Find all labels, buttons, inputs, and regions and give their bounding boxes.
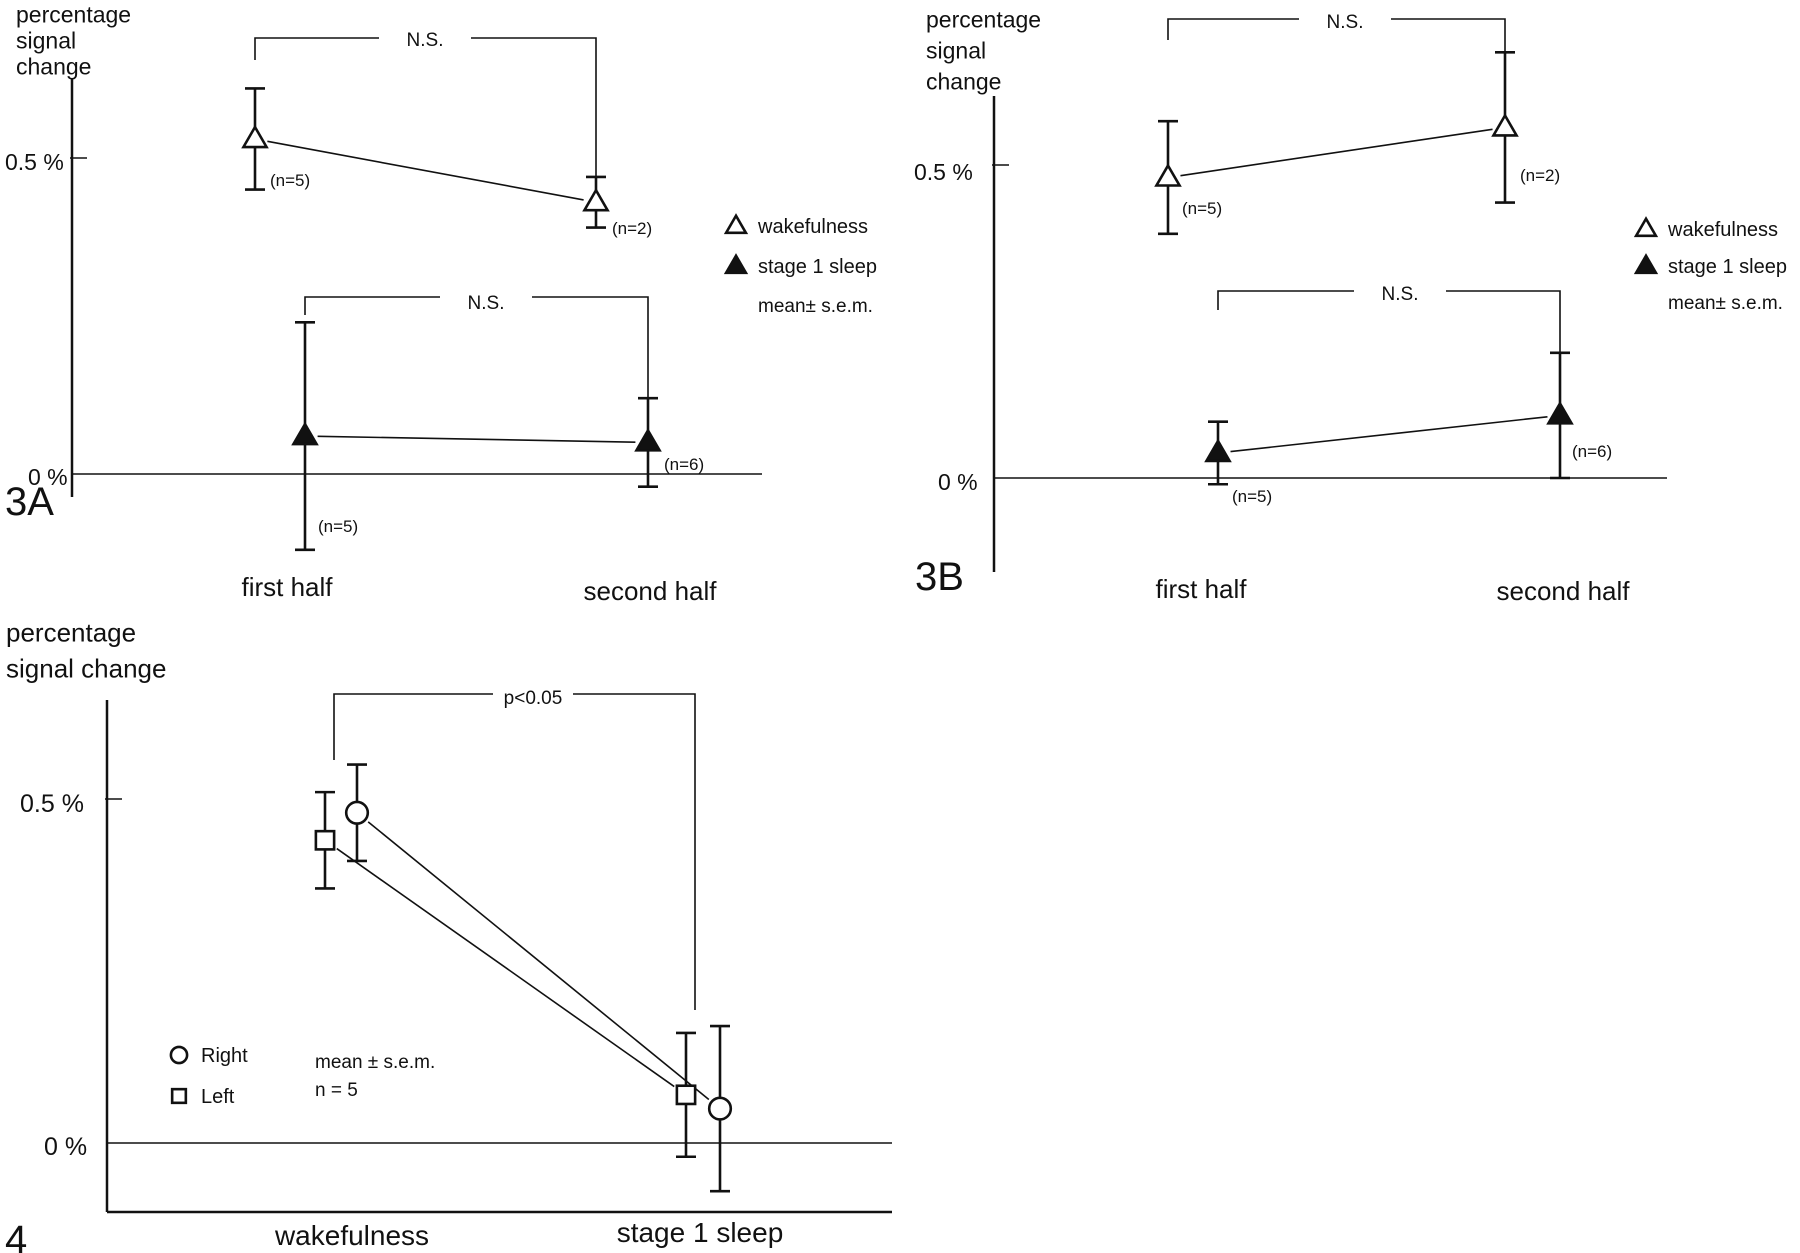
bracket-right: [532, 296, 649, 398]
legend-label: stage 1 sleep: [758, 256, 877, 278]
bracket-label: N.S.: [1327, 12, 1364, 33]
series-line: [336, 847, 675, 1088]
n-label: (n=5): [318, 517, 358, 536]
data-point: [241, 124, 269, 149]
bracket-right: [1391, 18, 1506, 130]
data-point: [314, 829, 336, 851]
series-line: [1180, 128, 1493, 177]
series-stage-1-sleep: (n=5) (n=6): [1204, 351, 1612, 506]
bracket-left: [304, 296, 440, 315]
n-label: (n=2): [1520, 166, 1560, 185]
series-stage-1-sleep: (n=5) (n=6): [291, 321, 704, 552]
y-tick-label: 0 %: [28, 464, 68, 490]
y-tick-label: 0.5 %: [20, 790, 84, 818]
x-category-label: first half: [241, 572, 333, 602]
bracket-left: [254, 37, 379, 60]
legend: Right Left mean ± s.e.m. n = 5: [169, 1045, 435, 1108]
data-point: [675, 1084, 697, 1106]
bracket-label: N.S.: [407, 30, 444, 51]
n-label: (n=5): [1182, 199, 1222, 218]
panel-3b: 3B percentage signal change 0.5 % 0 % first ha…: [914, 6, 1787, 606]
n-label: (n=2): [612, 219, 652, 238]
n-label: (n=6): [664, 455, 704, 474]
y-axis-label: signal: [926, 37, 986, 63]
legend-label: Left: [201, 1086, 235, 1108]
series-right: [344, 763, 733, 1193]
data-point: [1154, 162, 1182, 187]
legend-marker: [723, 213, 749, 235]
y-tick-label: 0.5 %: [5, 149, 64, 175]
data-point: [291, 421, 319, 446]
data-point: [1491, 112, 1519, 137]
legend: wakefulness stage 1 sleep mean± s.e.m.: [723, 213, 877, 317]
series-line: [367, 821, 710, 1101]
n-label: (n=5): [1232, 487, 1272, 506]
n-label: (n=6): [1572, 442, 1612, 461]
n-label: (n=5): [270, 171, 310, 190]
x-category-label: stage 1 sleep: [617, 1217, 784, 1248]
series-line: [1230, 415, 1548, 453]
legend-label: wakefulness: [757, 216, 868, 238]
legend-label: Right: [201, 1045, 248, 1067]
n-note: n = 5: [315, 1080, 358, 1101]
bracket-right: [471, 37, 597, 180]
x-category-label: wakefulness: [274, 1220, 429, 1251]
legend-label: stage 1 sleep: [1668, 256, 1787, 278]
y-axis-label: signal change: [6, 654, 166, 684]
x-category-label: first half: [1155, 574, 1247, 604]
y-axis-label: change: [16, 53, 91, 79]
y-axis-label: percentage: [6, 618, 136, 648]
y-axis-label: change: [926, 68, 1001, 94]
bracket-label: N.S.: [1382, 284, 1419, 305]
legend-label: wakefulness: [1667, 219, 1778, 241]
y-axis-label: signal: [16, 27, 76, 53]
legend: wakefulness stage 1 sleep mean± s.e.m.: [1633, 216, 1787, 314]
x-category-label: second half: [584, 576, 718, 606]
legend-marker: [169, 1045, 189, 1065]
legend-marker: [170, 1087, 188, 1105]
bracket-left: [333, 693, 493, 760]
data-point: [582, 187, 610, 212]
y-axis-label: percentage: [926, 6, 1041, 32]
bracket-label: p<0.05: [504, 688, 563, 709]
legend-note: mean ± s.e.m.: [315, 1052, 435, 1073]
series-left: [314, 790, 697, 1159]
panel-label: 3A: [5, 480, 54, 524]
data-point: [1204, 438, 1232, 463]
bracket-right: [573, 693, 696, 1010]
panel-label: 3B: [915, 555, 964, 599]
series-line: [317, 435, 636, 443]
bracket-left: [1217, 290, 1354, 310]
legend-marker: [1633, 216, 1659, 238]
series-wakefulness: (n=5) (n=2): [241, 87, 652, 238]
y-tick-label: 0 %: [44, 1133, 87, 1161]
legend-note: mean± s.e.m.: [1668, 293, 1783, 314]
series-wakefulness: (n=5) (n=2): [1154, 51, 1560, 236]
legend-marker: [1633, 253, 1659, 275]
panel-label: 4: [5, 1218, 27, 1253]
legend-marker: [723, 253, 749, 275]
x-category-label: second half: [1497, 576, 1631, 606]
data-point: [1546, 400, 1574, 425]
y-tick-label: 0.5 %: [914, 159, 973, 185]
legend-note: mean± s.e.m.: [758, 296, 873, 317]
y-axis-label: percentage: [16, 1, 131, 27]
bracket-label: N.S.: [468, 293, 505, 314]
data-point: [344, 800, 370, 825]
y-tick-label: 0 %: [938, 469, 978, 495]
data-point: [634, 427, 662, 452]
data-point: [707, 1096, 733, 1121]
bracket-left: [1167, 18, 1299, 40]
bracket-right: [1446, 290, 1561, 432]
panel-4: 4 percentage signal change 0.5 % 0 % wakefuln…: [5, 618, 892, 1253]
series-line: [267, 140, 584, 201]
